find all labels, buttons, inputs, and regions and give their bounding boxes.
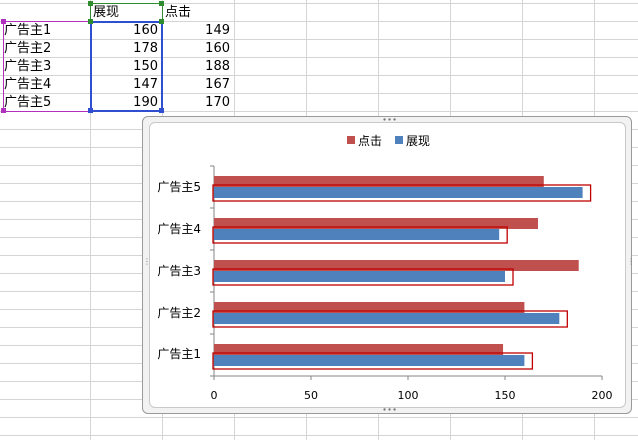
bar-highlight-outline xyxy=(212,226,508,244)
click-value-cell[interactable]: 188 xyxy=(205,59,230,74)
row-divider xyxy=(0,3,638,4)
row-divider xyxy=(0,21,638,22)
display-value-cell[interactable]: 190 xyxy=(133,95,158,110)
y-category-label: 广告主1 xyxy=(157,347,201,361)
y-category-label: 广告主2 xyxy=(157,306,201,320)
bar-click xyxy=(214,176,544,187)
bar-highlight-outline xyxy=(212,184,592,202)
legend-swatch-click xyxy=(347,136,355,144)
x-tick-label: 0 xyxy=(211,389,218,402)
range-handle[interactable] xyxy=(1,19,6,24)
bar-display xyxy=(214,229,500,240)
row-divider xyxy=(0,39,638,40)
click-value-cell[interactable]: 167 xyxy=(205,77,230,92)
resize-handle-top[interactable]: ∙∙∙ xyxy=(382,115,398,124)
range-handle[interactable] xyxy=(88,1,93,6)
display-value-cell[interactable]: 147 xyxy=(133,77,158,92)
display-value-cell[interactable]: 160 xyxy=(133,23,158,38)
bar-display xyxy=(214,187,583,198)
range-handle[interactable] xyxy=(159,19,164,24)
row-label-cell[interactable]: 广告主2 xyxy=(4,41,52,56)
header-cell-display[interactable]: 展现 xyxy=(93,5,120,20)
x-tick-label: 150 xyxy=(495,389,516,402)
y-category-label: 广告主4 xyxy=(157,222,201,236)
resize-handle-left[interactable]: ⋮ xyxy=(143,257,151,266)
row-divider xyxy=(0,417,638,418)
click-value-cell[interactable]: 149 xyxy=(205,23,230,38)
bar-click xyxy=(214,260,579,271)
bar-click xyxy=(214,344,504,355)
y-category-label: 广告主3 xyxy=(157,264,201,278)
bar-display xyxy=(214,355,525,366)
bar-click xyxy=(214,218,538,229)
legend-swatch-display xyxy=(395,136,403,144)
range-handle[interactable] xyxy=(159,1,164,6)
click-value-cell[interactable]: 160 xyxy=(205,41,230,56)
resize-handle-bottom[interactable]: ∙∙∙ xyxy=(382,405,398,414)
row-divider xyxy=(0,75,638,76)
row-label-cell[interactable]: 广告主5 xyxy=(4,95,52,110)
row-label-cell[interactable]: 广告主4 xyxy=(4,77,52,92)
legend-label-display: 展现 xyxy=(406,134,430,148)
range-handle[interactable] xyxy=(159,108,164,113)
row-divider xyxy=(0,93,638,94)
y-category-label: 广告主5 xyxy=(157,180,201,194)
click-value-cell[interactable]: 170 xyxy=(205,95,230,110)
header-cell-click[interactable]: 点击 xyxy=(165,5,192,20)
bar-click xyxy=(214,302,525,313)
column-divider xyxy=(90,0,91,440)
legend-label-click: 点击 xyxy=(358,134,382,148)
row-label-cell[interactable]: 广告主3 xyxy=(4,59,52,74)
bar-display xyxy=(214,271,505,282)
row-divider xyxy=(0,435,638,436)
row-label-cell[interactable]: 广告主1 xyxy=(4,23,52,38)
range-handle[interactable] xyxy=(1,108,6,113)
bar-highlight-outline xyxy=(212,268,514,286)
display-value-cell[interactable]: 150 xyxy=(133,59,158,74)
row-divider xyxy=(0,111,638,112)
x-tick-label: 100 xyxy=(398,389,419,402)
x-tick-label: 50 xyxy=(304,389,318,402)
bar-highlight-outline xyxy=(212,352,534,370)
x-tick-label: 200 xyxy=(592,389,613,402)
resize-handle-right[interactable]: ⋮ xyxy=(627,257,635,266)
display-value-cell[interactable]: 178 xyxy=(133,41,158,56)
range-handle[interactable] xyxy=(88,108,93,113)
row-divider xyxy=(0,57,638,58)
range-handle[interactable] xyxy=(88,19,93,24)
bar-display xyxy=(214,313,560,324)
bar-highlight-outline xyxy=(212,310,568,328)
values-range-highlight[interactable] xyxy=(90,21,163,112)
